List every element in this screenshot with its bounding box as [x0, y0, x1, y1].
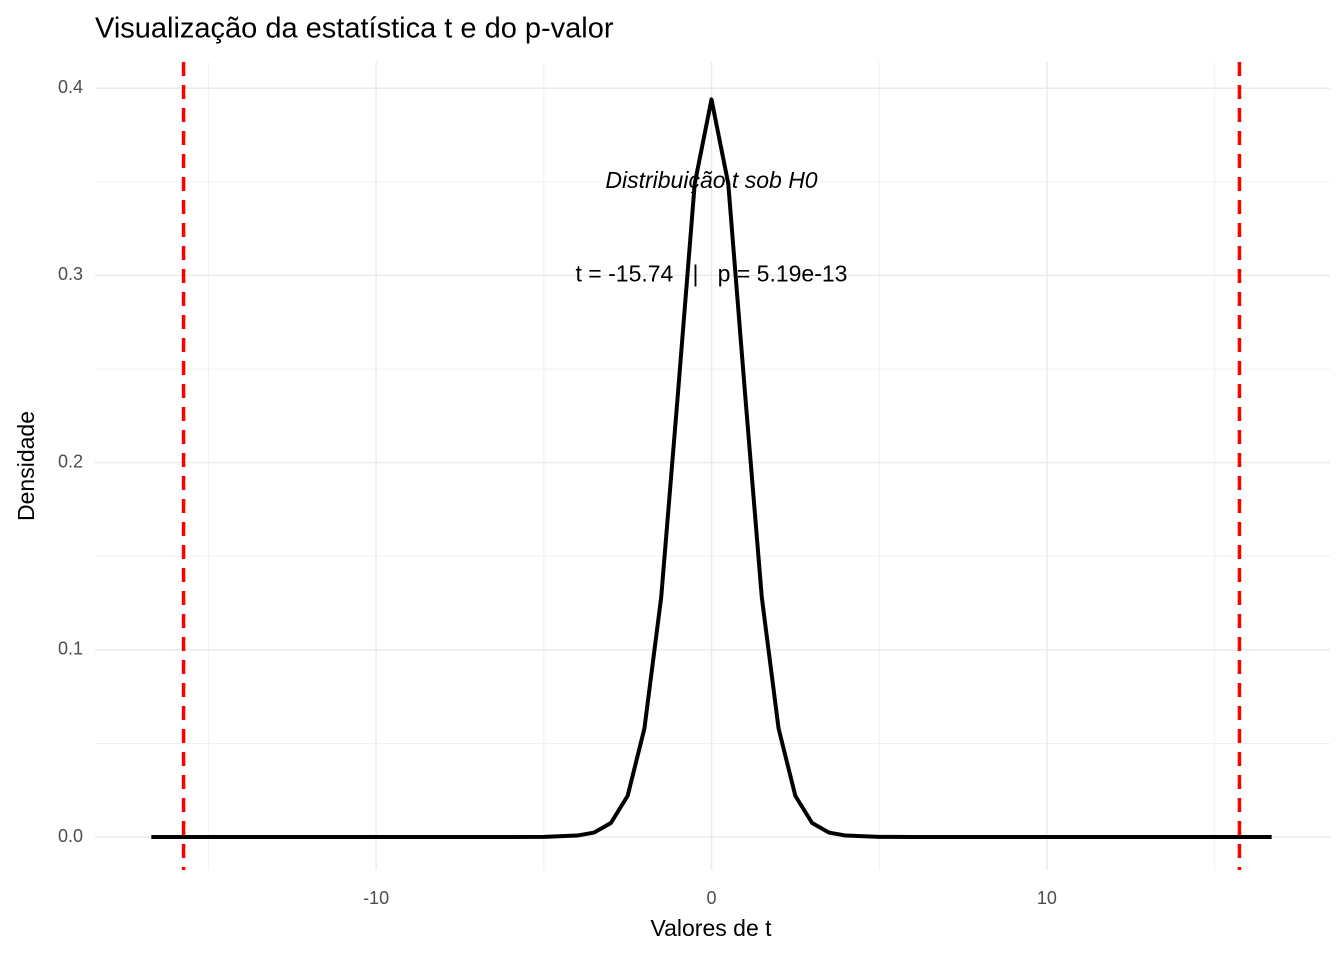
- y-tick-label: 0.3: [58, 264, 83, 284]
- annotation: t = -15.74 | p = 5.19e-13: [576, 260, 848, 286]
- density-line: [151, 97, 1272, 840]
- chart-title: Visualização da estatística t e do p-val…: [95, 13, 614, 45]
- y-tick-label: 0.1: [58, 639, 83, 659]
- x-tick-label: 0: [706, 888, 716, 908]
- x-tick-label: 10: [1037, 888, 1057, 908]
- x-axis-title: Valores de t: [650, 915, 772, 941]
- y-tick-label: 0.4: [58, 77, 83, 97]
- y-axis-title: Densidade: [13, 411, 39, 521]
- annotation: Distribuição t sob H0: [605, 167, 817, 193]
- x-tick-label: -10: [363, 888, 389, 908]
- y-tick-label: 0.0: [58, 826, 83, 846]
- y-tick-label: 0.2: [58, 451, 83, 471]
